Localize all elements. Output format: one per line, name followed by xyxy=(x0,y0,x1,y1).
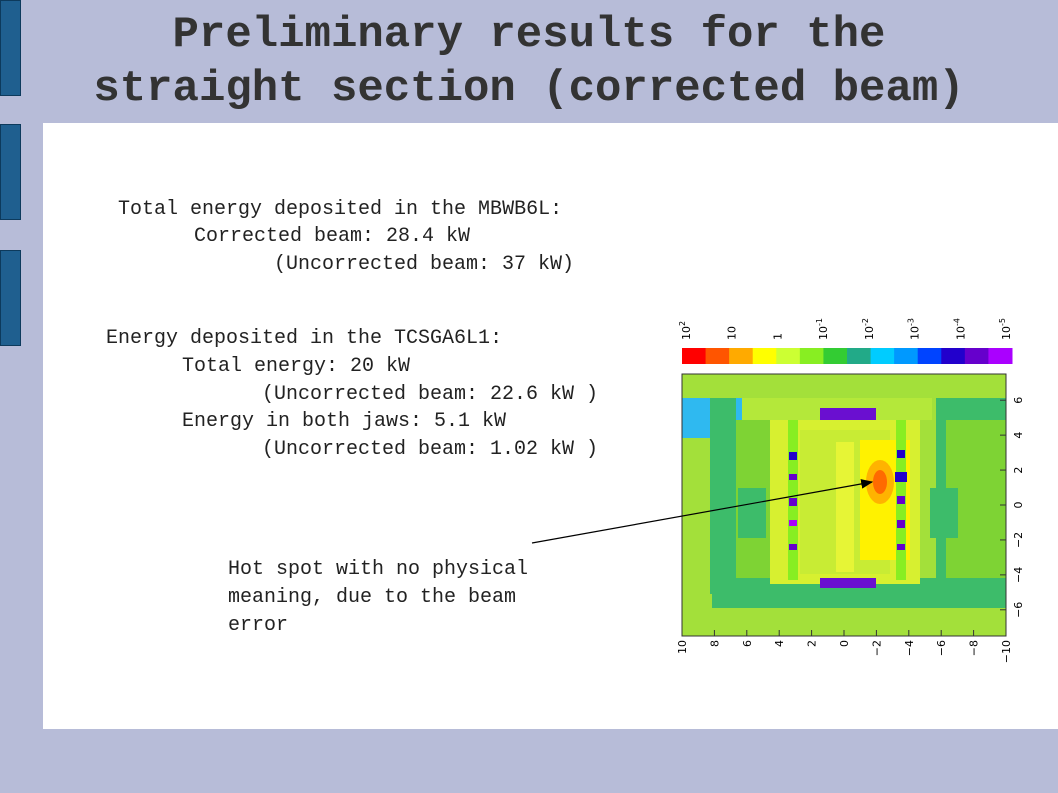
annotation-line-2: meaning, due to the beam xyxy=(228,586,517,609)
colorbar-swatch xyxy=(729,348,754,364)
x-tick-label: −8 xyxy=(968,640,981,656)
colorbar-swatch xyxy=(752,348,777,364)
colorbar-tick-label: 10-3 xyxy=(907,318,922,340)
colorbar-swatch xyxy=(894,348,919,364)
tcsga-heading: Energy deposited in the TCSGA6L1: xyxy=(106,327,503,350)
heatmap-region-center-strip xyxy=(836,442,854,572)
colorbar-swatch xyxy=(799,348,824,364)
colorbar-swatch xyxy=(941,348,966,364)
x-tick-label: −2 xyxy=(870,640,883,656)
slide-title: Preliminary results for the straight sec… xyxy=(0,8,1058,116)
colorbar-tick-label: 10-1 xyxy=(815,318,830,340)
x-tick-label: 6 xyxy=(741,640,754,647)
x-tick-label: 4 xyxy=(773,640,786,647)
y-tick-label: −6 xyxy=(1012,602,1025,618)
annotation-arrow xyxy=(531,479,874,544)
x-tick-label: 2 xyxy=(806,640,819,647)
colorbar-swatch xyxy=(847,348,872,364)
heatmap-jaw-pad-left-2 xyxy=(789,474,797,480)
heatmap-jaw-pad-left-5 xyxy=(789,544,797,550)
x-tick-label: 8 xyxy=(708,640,721,647)
heatmap-jaw-pad-right-2 xyxy=(895,472,907,482)
colorbar-swatch xyxy=(964,348,989,364)
annotation-line-1: Hot spot with no physical xyxy=(228,558,529,581)
y-tick-label: 0 xyxy=(1012,502,1025,509)
colorbar-tick-label: 1 xyxy=(771,333,784,340)
heatmap-jaw-pad-left-3 xyxy=(789,498,797,506)
heatmap-plot-area xyxy=(681,373,1007,637)
tcsga-jaws-uncorrected: (Uncorrected beam: 1.02 kW ) xyxy=(262,438,599,461)
x-tick-label: −4 xyxy=(903,640,916,656)
heatmap-jaw-pad-right-5 xyxy=(897,544,905,550)
heatmap-jaw-pad-left-1 xyxy=(789,452,797,460)
y-tick-label: −2 xyxy=(1012,532,1025,548)
x-tick-label: 10 xyxy=(676,640,689,654)
heatmap-jaw-pad-left-4 xyxy=(789,520,797,526)
colorbar-swatch xyxy=(870,348,895,364)
colorbar-tick-label: 10-2 xyxy=(861,318,876,340)
heatmap-jaw-pad-right-3 xyxy=(897,496,905,504)
colorbar-swatch xyxy=(776,348,801,364)
colorbar-swatch xyxy=(705,348,730,364)
x-tick-label: −10 xyxy=(1000,640,1013,663)
heatmap-hot-spot-core xyxy=(873,470,887,494)
colorbar-swatch xyxy=(988,348,1013,364)
colorbar xyxy=(682,348,1013,364)
y-tick-label: 4 xyxy=(1012,432,1025,439)
heatmap-region-left-frame xyxy=(710,398,736,594)
tcsga-jaws: Energy in both jaws: 5.1 kW xyxy=(182,410,507,433)
heatmap-region-inner-block-right xyxy=(930,488,958,538)
mbwb-uncorrected: (Uncorrected beam: 37 kW) xyxy=(274,253,575,276)
slide-title-line-2: straight section (corrected beam) xyxy=(93,64,965,114)
sidebar-accent-bar-2 xyxy=(0,124,21,220)
tcsga-total: Total energy: 20 kW xyxy=(182,355,411,378)
y-tick-label: 2 xyxy=(1012,467,1025,474)
colorbar-tick-label: 10-4 xyxy=(952,318,967,340)
y-tick-label: −4 xyxy=(1012,567,1025,583)
heatmap-jaw-bottom xyxy=(820,578,876,588)
heatmap-jaw-top xyxy=(820,408,876,420)
colorbar-swatch xyxy=(823,348,848,364)
mbwb-heading: Total energy deposited in the MBWB6L: xyxy=(118,198,563,221)
sidebar-accent-bar-1 xyxy=(0,0,21,96)
x-tick-label: 0 xyxy=(838,640,851,647)
colorbar-tick-label: 10 xyxy=(726,326,739,340)
slide-title-line-1: Preliminary results for the xyxy=(172,10,886,60)
colorbar-tick-label: 10-5 xyxy=(998,318,1013,340)
annotation-line-3: error xyxy=(228,614,289,637)
mbwb-corrected: Corrected beam: 28.4 kW xyxy=(194,225,471,248)
colorbar-swatch xyxy=(682,348,707,364)
colorbar-tick-labels: 102 10 1 10-1 10-2 10-3 10-4 10-5 xyxy=(678,318,1013,340)
x-tick-label: −6 xyxy=(935,640,948,656)
colorbar-swatch xyxy=(917,348,942,364)
heatmap-jaw-pad-right-1 xyxy=(897,450,905,458)
x-axis-tick-labels: 10 8 6 4 2 0 −2 −4 −6 −8 −10 xyxy=(676,630,1013,663)
heatmap-jaw-pad-right-4 xyxy=(897,520,905,528)
tcsga-total-uncorrected: (Uncorrected beam: 22.6 kW ) xyxy=(262,383,599,406)
colorbar-tick-label: 102 xyxy=(678,321,693,340)
heatmap-region-inner-block-left xyxy=(738,488,766,538)
sidebar-accent-bar-3 xyxy=(0,250,21,346)
y-axis-tick-labels: 6 4 2 0 −2 −4 −6 xyxy=(1000,397,1025,618)
y-tick-label: 6 xyxy=(1012,397,1025,404)
